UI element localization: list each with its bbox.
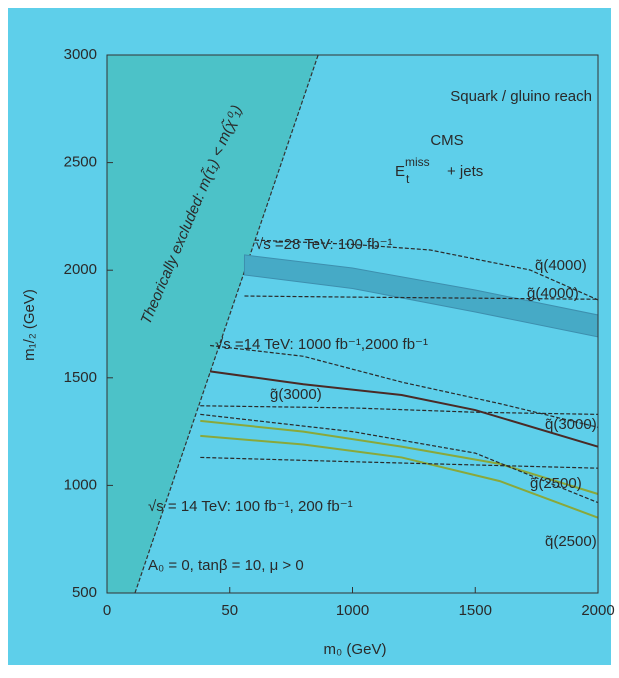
series-label: g̃(2500) — [530, 475, 582, 492]
excluded-region — [107, 55, 319, 593]
excluded-boundary — [134, 54, 319, 594]
series-label: q̃(4000) — [535, 257, 587, 274]
signature-base: E — [395, 163, 405, 180]
annotation: √s =28 TeV: 100 fb⁻¹ — [255, 236, 392, 253]
x-tick-label: 50 — [221, 602, 238, 619]
series-line — [200, 456, 599, 469]
series-line — [255, 239, 599, 301]
x-tick-label: 1500 — [459, 602, 492, 619]
series-label: g̃(3000) — [270, 386, 322, 403]
x-tick-label: 0 — [103, 602, 111, 619]
signature: Emiss t + jets — [395, 155, 483, 186]
subtitle: CMS — [430, 132, 463, 149]
series-label: q̃(3000) — [545, 416, 597, 433]
series-label: q̃(2500) — [545, 533, 597, 550]
x-axis-label: m₀ (GeV) — [324, 641, 387, 658]
signature-sup: miss — [405, 155, 430, 169]
series-line — [200, 405, 599, 415]
annotation: √s = 14 TeV: 100 fb⁻¹, 200 fb⁻¹ — [148, 498, 353, 515]
series-line — [210, 344, 599, 428]
series-line — [200, 434, 599, 519]
title: Squark / gluino reach — [450, 88, 592, 105]
y-tick-label: 1000 — [64, 476, 97, 493]
annotation: A₀ = 0, tanβ = 10, μ > 0 — [148, 557, 304, 574]
y-tick-label: 2000 — [64, 261, 97, 278]
x-tick-label: 1000 — [336, 602, 369, 619]
series-label: g̃(4000) — [527, 285, 579, 302]
y-tick-label: 2500 — [64, 154, 97, 171]
y-tick-label: 1500 — [64, 369, 97, 386]
signature-rest: + jets — [447, 163, 483, 180]
y-tick-label: 500 — [72, 584, 97, 601]
series-line — [244, 295, 599, 300]
y-tick-label: 3000 — [64, 46, 97, 63]
x-tick-label: 2000 — [581, 602, 614, 619]
series-line — [200, 419, 599, 495]
y-axis-label: m₁/₂ (GeV) — [21, 289, 38, 361]
series-line — [200, 413, 599, 504]
series-line — [209, 370, 599, 448]
signature-sub: t — [406, 172, 410, 186]
annotation: √s =14 TeV: 1000 fb⁻¹,2000 fb⁻¹ — [215, 336, 428, 353]
